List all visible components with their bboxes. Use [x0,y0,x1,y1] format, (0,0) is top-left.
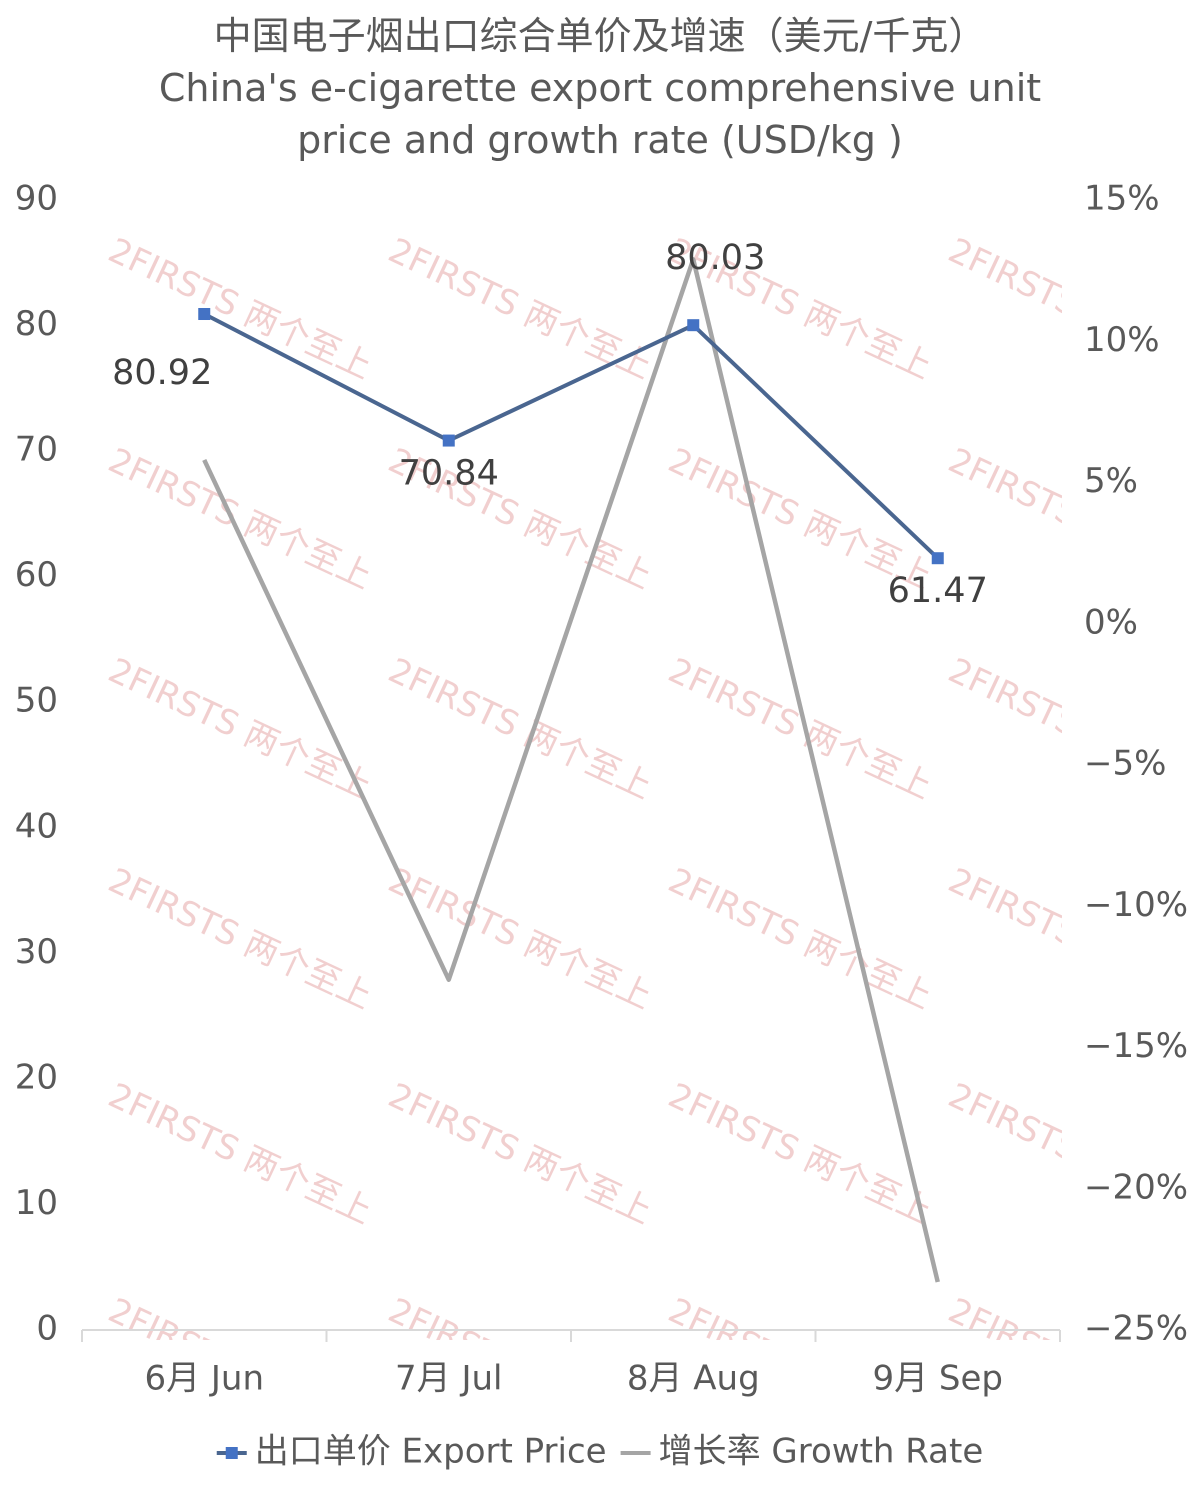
y-tick-label: 40 [15,806,58,846]
y2-tick-label: 10% [1084,320,1160,360]
y2-tick-label: −10% [1084,885,1188,925]
series-line [202,257,940,1283]
data-label: 80.92 [112,353,212,393]
chart-subtitle: China's e-cigarette export comprehensive… [158,66,1042,162]
y2-tick-label: −25% [1084,1309,1188,1349]
marker [687,319,700,332]
series-line [203,312,940,560]
watermark: 2FIRSTS 两个至上 [942,651,1200,808]
legend-label: 出口单价 Export Price [255,1432,607,1472]
y2-tick-label: 0% [1084,602,1138,642]
watermark: 2FIRSTS 两个至上 [382,1076,658,1233]
watermark: 2FIRSTS 两个至上 [102,1076,378,1233]
marker [931,552,944,565]
legend: 出口单价 Export Price 增长率 Growth Rate [216,1432,984,1472]
y2-tick-label: 5% [1084,461,1138,501]
y-tick-label: 90 [15,179,58,219]
x-tick-label: 8月 Aug [627,1359,760,1399]
marker [198,308,211,321]
y-tick-label: 70 [15,430,58,470]
y2-tick-label: 15% [1084,179,1160,219]
y-tick-label: 10 [15,1183,58,1223]
data-label: 70.84 [399,454,499,494]
x-tick-label: 6月 Jun [144,1359,264,1399]
titles: 中国电子烟出口综合单价及增速（美元/千克） China's e-cigarett… [100,10,1100,166]
chart-title: 中国电子烟出口综合单价及增速（美元/千克） [213,14,987,58]
y-tick-label: 80 [15,304,58,344]
y-tick-label: 60 [15,555,58,595]
watermark: 2FIRSTS 两个至上 [382,861,658,1018]
y-tick-label: 0 [36,1309,58,1349]
y2-tick-label: −5% [1084,744,1166,784]
watermark: 2FIRSTS 两个至上 [102,861,378,1018]
watermark: 2FIRSTS 两个至上 [662,861,938,1018]
data-label: 80.03 [665,238,765,278]
legend-label: 增长率 Growth Rate [659,1432,984,1472]
watermark: 2FIRSTS 两个至上 [942,231,1200,388]
legend-marker [225,1447,238,1459]
watermark: 2FIRSTS 两个至上 [942,1076,1200,1233]
x-tick-label: 9月 Sep [872,1359,1003,1399]
x-tick-label: 7月 Jul [395,1359,502,1399]
watermark: 2FIRSTS 两个至上 [382,231,658,388]
y-tick-label: 30 [15,932,58,972]
y-tick-label: 20 [15,1057,58,1097]
watermark: 2FIRSTS 两个至上 [102,651,378,808]
watermark: 2FIRSTS 两个至上 [662,651,938,808]
marker [442,434,455,447]
watermark: 2FIRSTS 两个至上 [662,1076,938,1233]
watermark: 2FIRSTS 两个至上 [102,441,378,598]
data-label: 61.47 [888,571,988,611]
y2-tick-label: −15% [1084,1026,1188,1066]
y2-tick-label: −20% [1084,1167,1188,1207]
watermark: 2FIRSTS 两个至上 [382,651,658,808]
y-tick-label: 50 [15,681,58,721]
